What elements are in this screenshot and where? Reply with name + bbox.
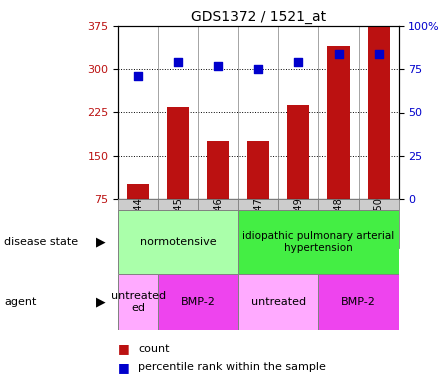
Bar xyxy=(207,141,230,199)
Point xyxy=(335,51,342,57)
Text: ■: ■ xyxy=(118,342,130,355)
Bar xyxy=(118,210,238,274)
Text: GSM48945: GSM48945 xyxy=(173,196,184,250)
Text: GSM48947: GSM48947 xyxy=(254,196,263,250)
FancyBboxPatch shape xyxy=(318,199,359,248)
Text: idiopathic pulmonary arterial
hypertension: idiopathic pulmonary arterial hypertensi… xyxy=(242,231,395,253)
Bar xyxy=(367,26,389,199)
Text: GSM48949: GSM48949 xyxy=(293,197,304,249)
Text: percentile rank within the sample: percentile rank within the sample xyxy=(138,363,326,372)
Bar xyxy=(318,274,399,330)
Text: disease state: disease state xyxy=(4,237,78,247)
Bar xyxy=(328,46,350,199)
Text: GSM48946: GSM48946 xyxy=(213,197,223,249)
Bar xyxy=(127,184,149,199)
Bar xyxy=(247,141,269,199)
Text: GSM48950: GSM48950 xyxy=(374,196,384,250)
Text: BMP-2: BMP-2 xyxy=(341,297,376,307)
Text: normotensive: normotensive xyxy=(140,237,217,247)
Text: GSM48944: GSM48944 xyxy=(133,197,143,249)
Bar xyxy=(238,274,318,330)
FancyBboxPatch shape xyxy=(198,199,238,248)
Text: GSM48948: GSM48948 xyxy=(333,197,343,249)
Point xyxy=(175,60,182,66)
Text: untreated: untreated xyxy=(251,297,306,307)
Text: agent: agent xyxy=(4,297,37,307)
Point xyxy=(135,73,142,79)
Text: ■: ■ xyxy=(118,361,130,374)
Point xyxy=(255,66,262,72)
FancyBboxPatch shape xyxy=(238,199,279,248)
Bar xyxy=(158,274,238,330)
FancyBboxPatch shape xyxy=(359,199,399,248)
Point xyxy=(375,51,382,57)
Text: ▶: ▶ xyxy=(96,236,106,248)
Bar xyxy=(287,105,310,199)
Text: ▶: ▶ xyxy=(96,296,106,308)
Text: untreated
ed: untreated ed xyxy=(111,291,166,313)
Point xyxy=(215,63,222,69)
Point xyxy=(295,60,302,66)
FancyBboxPatch shape xyxy=(279,199,318,248)
Bar xyxy=(167,107,189,199)
Bar xyxy=(238,210,399,274)
FancyBboxPatch shape xyxy=(158,199,198,248)
Text: count: count xyxy=(138,344,170,354)
Text: BMP-2: BMP-2 xyxy=(181,297,216,307)
FancyBboxPatch shape xyxy=(118,199,158,248)
Title: GDS1372 / 1521_at: GDS1372 / 1521_at xyxy=(191,10,326,24)
Bar xyxy=(118,274,158,330)
